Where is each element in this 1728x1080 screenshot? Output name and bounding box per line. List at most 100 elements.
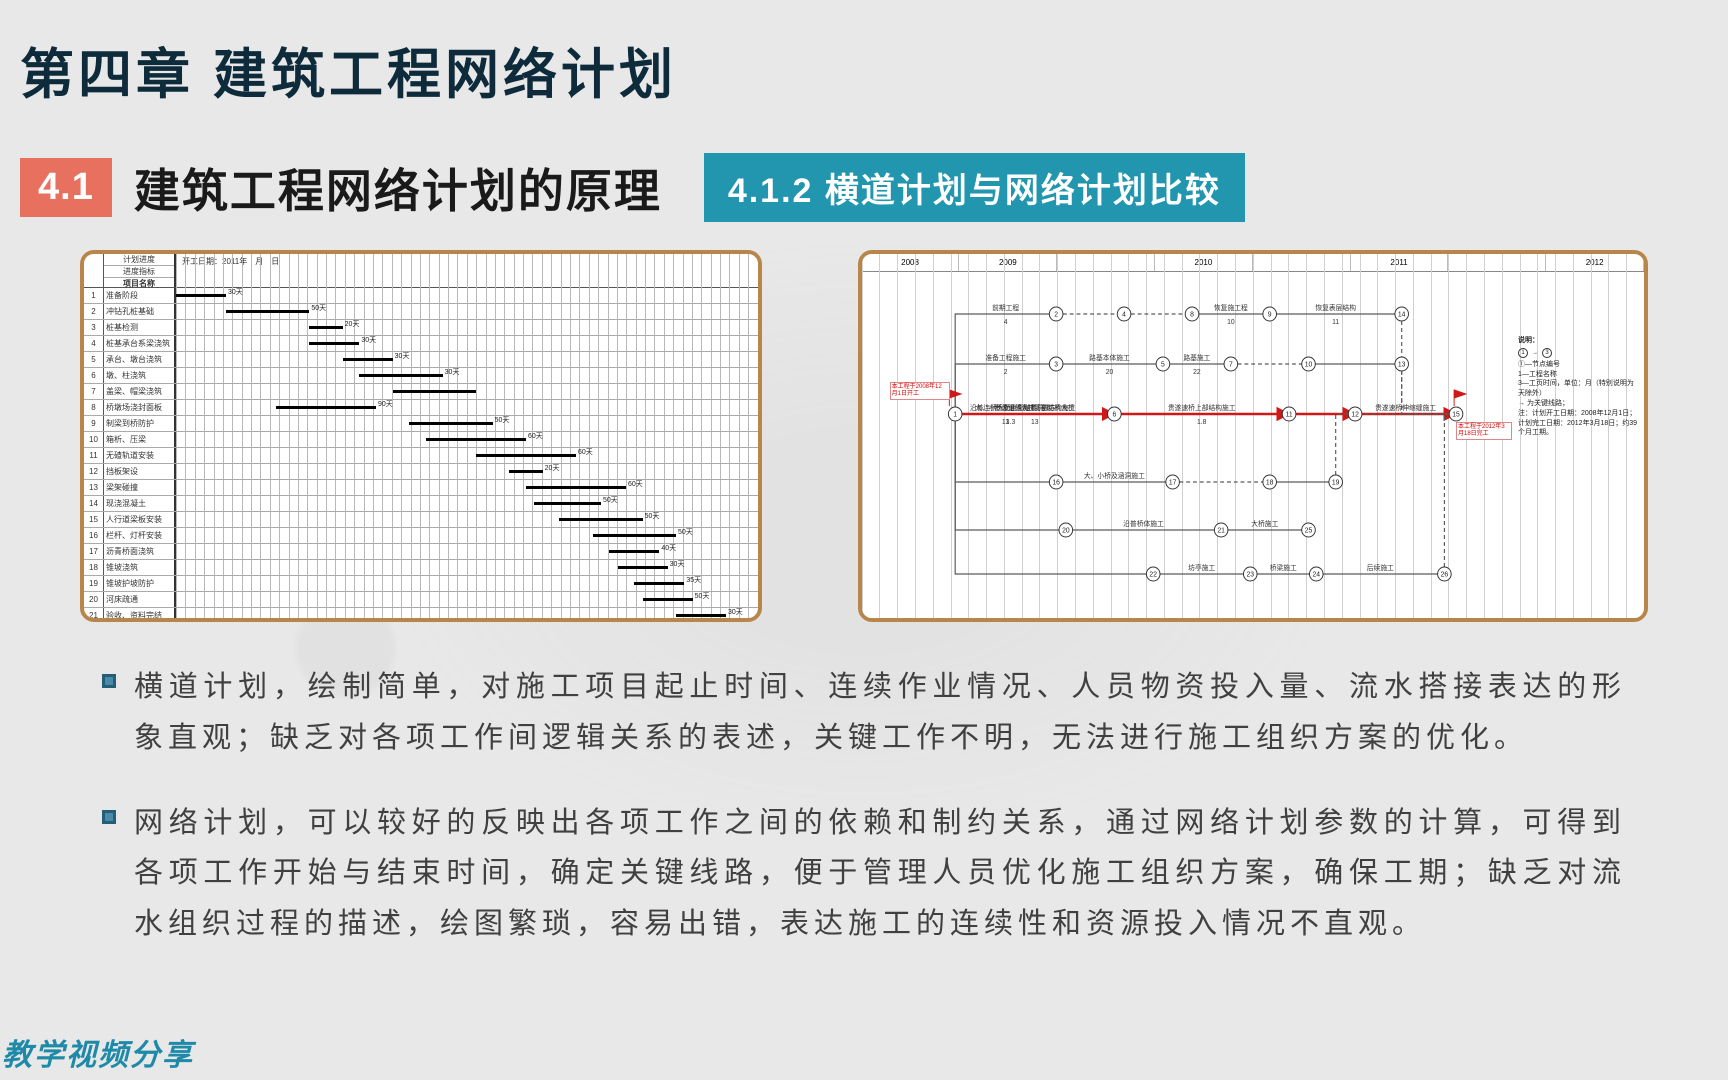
gantt-row: 15人行道梁板安装 50天 <box>84 512 758 528</box>
gantt-task-name: 沥青桥面浇筑 <box>104 544 176 559</box>
gantt-row: 6墩、柱浇筑30天 <box>84 368 758 384</box>
gantt-track: 50天 <box>176 528 758 543</box>
gantt-duration-label: 20天 <box>545 463 560 473</box>
gantt-bar <box>559 518 642 521</box>
gantt-track: 30天 <box>176 560 758 575</box>
svg-text:24: 24 <box>1312 571 1320 578</box>
gantt-row: 17沥青桥面浇筑40天 <box>84 544 758 560</box>
svg-text:17: 17 <box>1168 479 1176 486</box>
network-edge-label: 贵遂速桥上部结构施工 <box>1168 403 1236 412</box>
gantt-task-name: 人行道梁板安装 <box>104 512 176 527</box>
gantt-task-name: 制梁到桥防护 <box>104 416 176 431</box>
gantt-bar <box>618 566 668 569</box>
network-edge-label: 沿普桥体施工 <box>1123 519 1164 528</box>
gantt-duration-label: 35天 <box>686 575 701 585</box>
network-start-note: 本工程于2008年12月1日开工 <box>890 382 950 400</box>
network-end-note: 本工程于2012年3月18日完工 <box>1456 422 1512 440</box>
gantt-bar <box>309 342 359 345</box>
gantt-bar <box>426 438 526 441</box>
gantt-duration-label: 50天 <box>645 511 660 521</box>
gantt-task-name: 验收、资料完结 <box>104 608 176 622</box>
gantt-row-index: 7 <box>84 384 104 399</box>
svg-text:14: 14 <box>1398 311 1406 318</box>
gantt-duration-label: 30天 <box>228 287 243 297</box>
gantt-row: 7盖梁、帽梁浇筑 <box>84 384 758 400</box>
gantt-head-label: 进度指标 <box>104 266 174 278</box>
gantt-track: 60天 <box>176 448 758 463</box>
gantt-row-index: 12 <box>84 464 104 479</box>
legend-item: 注：计划开工日期：2008年12月1日；计划完工日期：2012年3月18日；约3… <box>1518 409 1640 438</box>
gantt-row: 13梁架碰撞60天 <box>84 480 758 496</box>
gantt-bar <box>409 422 492 425</box>
gantt-row: 21验收、资料完结30天 <box>84 608 758 622</box>
gantt-track: 30天 <box>176 608 758 622</box>
gantt-row-index: 6 <box>84 368 104 383</box>
gantt-col-name-header: 计划进度 进度指标 项目名称 <box>104 254 176 287</box>
gantt-duration-label: 30天 <box>361 335 376 345</box>
gantt-task-name: 箱析、压梁 <box>104 432 176 447</box>
network-diagram: 20082009201020112012 贵遂速桥大桥下部结构施工13贵遂速桥上… <box>862 254 1644 618</box>
svg-text:10: 10 <box>1304 361 1312 368</box>
gantt-track: 50天 <box>176 512 758 527</box>
gantt-task-name: 准备阶段 <box>104 288 176 303</box>
gantt-row-index: 19 <box>84 576 104 591</box>
gantt-duration-label: 40天 <box>661 543 676 553</box>
gantt-row: 10箱析、压梁60天 <box>84 432 758 448</box>
chapter-title: 第四章 建筑工程网络计划 <box>20 30 1708 109</box>
gantt-task-name: 挡板架设 <box>104 464 176 479</box>
network-edge-label: 大桥施工 <box>1251 519 1278 528</box>
gantt-track: 30天 <box>176 352 758 367</box>
svg-text:1.8: 1.8 <box>1197 419 1207 426</box>
gantt-task-name: 桥墩场浇封面板 <box>104 400 176 415</box>
svg-text:9: 9 <box>1267 311 1271 318</box>
gantt-col-index <box>84 254 104 287</box>
section-number-badge: 4.1 <box>20 158 112 217</box>
gantt-track: 30天 <box>176 368 758 383</box>
gantt-duration-label: 60天 <box>578 447 593 457</box>
gantt-bar <box>509 470 542 473</box>
gantt-row-index: 9 <box>84 416 104 431</box>
gantt-task-name: 河床疏通 <box>104 592 176 607</box>
gantt-row: 8桥墩场浇封面板90天 <box>84 400 758 416</box>
gantt-row: 12挡板架设 20天 <box>84 464 758 480</box>
gantt-bar <box>359 374 442 377</box>
gantt-duration-label: 30天 <box>395 351 410 361</box>
svg-text:12: 12 <box>1351 411 1359 418</box>
gantt-track: 60天 <box>176 480 758 495</box>
svg-text:1: 1 <box>953 411 957 418</box>
network-edge <box>955 414 1153 574</box>
gantt-start-date: 开工日期：2011年 月 日 <box>182 256 752 268</box>
gantt-track: 20天 <box>176 464 758 479</box>
svg-text:16: 16 <box>1052 479 1060 486</box>
svg-text:18: 18 <box>1266 479 1274 486</box>
gantt-duration-label: 50天 <box>695 591 710 601</box>
svg-text:26: 26 <box>1440 571 1448 578</box>
network-edge-label: 准备工程施工 <box>985 353 1026 362</box>
gantt-task-name: 冲钻孔桩基础 <box>104 304 176 319</box>
gantt-duration-label: 30天 <box>670 559 685 569</box>
network-edge-label: 贵遂速桥伸缩缝施工 <box>1375 403 1436 412</box>
legend-item: 1—工程名称 <box>1518 370 1640 380</box>
gantt-row-index: 15 <box>84 512 104 527</box>
gantt-bar <box>343 358 393 361</box>
gantt-duration-label: 50天 <box>678 527 693 537</box>
legend-item: 3—工页时间，单位：月（特别说明为天除外） <box>1518 379 1640 399</box>
gantt-track: 30天 <box>176 336 758 351</box>
svg-text:21: 21 <box>1217 527 1225 534</box>
gantt-track: 20天 <box>176 320 758 335</box>
gantt-head-label: 计划进度 <box>104 254 174 266</box>
gantt-task-name: 桩基承台系梁浇筑 <box>104 336 176 351</box>
gantt-row-index: 5 <box>84 352 104 367</box>
gantt-row-index: 3 <box>84 320 104 335</box>
gantt-duration-label: 30天 <box>445 367 460 377</box>
footer-label: 教学视频分享 <box>2 1030 194 1074</box>
svg-text:20: 20 <box>1105 369 1113 376</box>
gantt-bar <box>643 598 693 601</box>
gantt-row-index: 10 <box>84 432 104 447</box>
gantt-row: 20河床疏通50天 <box>84 592 758 608</box>
gantt-row: 9制梁到桥防护50天 <box>84 416 758 432</box>
gantt-task-name: 栏杆、灯杆安装 <box>104 528 176 543</box>
legend-item: ①—节点编号 <box>1518 360 1640 370</box>
gantt-bar <box>309 326 342 329</box>
svg-text:2: 2 <box>1054 311 1058 318</box>
